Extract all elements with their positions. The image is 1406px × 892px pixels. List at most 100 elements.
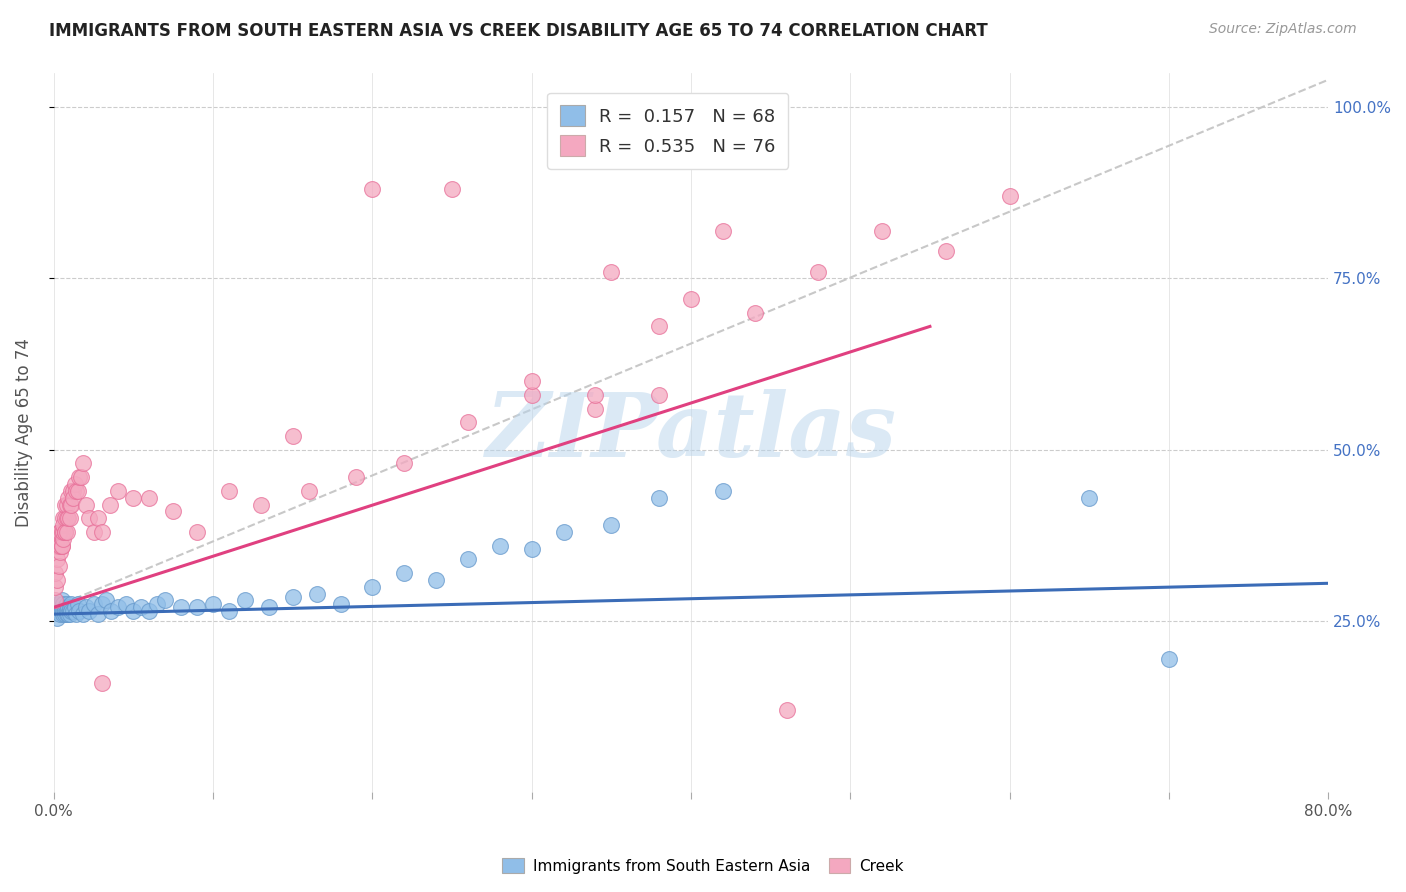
Point	[51, 604, 73, 618]
Point	[394, 566, 416, 580]
Point	[48, 600, 70, 615]
Point	[49, 545, 72, 559]
Point	[281, 429, 304, 443]
Point	[59, 600, 82, 615]
Point	[583, 401, 606, 416]
Point	[202, 597, 225, 611]
Point	[100, 604, 122, 618]
Point	[807, 265, 830, 279]
Point	[441, 182, 464, 196]
Point	[233, 593, 256, 607]
Point	[520, 542, 543, 557]
Point	[51, 539, 73, 553]
Point	[329, 597, 352, 611]
Point	[62, 491, 84, 505]
Point	[98, 498, 121, 512]
Point	[96, 593, 118, 607]
Point	[60, 483, 83, 498]
Point	[46, 597, 69, 611]
Point	[59, 604, 82, 618]
Point	[51, 593, 73, 607]
Point	[600, 265, 623, 279]
Point	[52, 597, 75, 611]
Point	[305, 586, 328, 600]
Point	[70, 470, 93, 484]
Point	[59, 498, 82, 512]
Y-axis label: Disability Age 65 to 74: Disability Age 65 to 74	[15, 338, 32, 527]
Point	[44, 593, 66, 607]
Point	[257, 600, 280, 615]
Point	[59, 607, 82, 621]
Point	[53, 600, 76, 615]
Point	[75, 498, 97, 512]
Point	[520, 374, 543, 388]
Point	[250, 498, 273, 512]
Point	[72, 457, 94, 471]
Point	[90, 524, 112, 539]
Point	[87, 607, 110, 621]
Point	[489, 539, 512, 553]
Point	[87, 511, 110, 525]
Point	[52, 511, 75, 525]
Point	[53, 498, 76, 512]
Text: ZIPatlas: ZIPatlas	[485, 389, 897, 475]
Point	[138, 491, 160, 505]
Point	[49, 524, 72, 539]
Point	[711, 483, 734, 498]
Point	[48, 559, 70, 574]
Point	[679, 292, 702, 306]
Point	[107, 483, 129, 498]
Point	[52, 532, 75, 546]
Point	[51, 600, 73, 615]
Point	[114, 597, 136, 611]
Point	[53, 511, 76, 525]
Point	[60, 498, 83, 512]
Point	[870, 223, 893, 237]
Point	[67, 604, 90, 618]
Point	[394, 457, 416, 471]
Point	[51, 539, 73, 553]
Point	[65, 483, 87, 498]
Text: Source: ZipAtlas.com: Source: ZipAtlas.com	[1209, 22, 1357, 37]
Point	[48, 604, 70, 618]
Point	[44, 580, 66, 594]
Point	[711, 223, 734, 237]
Point	[146, 597, 169, 611]
Point	[66, 597, 89, 611]
Point	[935, 244, 957, 258]
Point	[361, 182, 384, 196]
Point	[648, 491, 671, 505]
Point	[55, 604, 77, 618]
Point	[138, 604, 160, 618]
Point	[170, 600, 193, 615]
Point	[55, 597, 77, 611]
Point	[55, 524, 77, 539]
Point	[56, 491, 79, 505]
Point	[122, 491, 145, 505]
Point	[90, 597, 112, 611]
Point	[186, 524, 208, 539]
Point	[1078, 491, 1101, 505]
Point	[72, 607, 94, 621]
Point	[648, 319, 671, 334]
Point	[90, 675, 112, 690]
Point	[49, 539, 72, 553]
Point	[63, 600, 86, 615]
Point	[44, 604, 66, 618]
Point	[65, 607, 87, 621]
Point	[77, 604, 100, 618]
Point	[77, 511, 100, 525]
Point	[281, 590, 304, 604]
Point	[600, 518, 623, 533]
Point	[49, 607, 72, 621]
Point	[55, 607, 77, 621]
Point	[1157, 651, 1180, 665]
Point	[744, 306, 766, 320]
Point	[425, 573, 447, 587]
Point	[998, 189, 1021, 203]
Point	[83, 524, 105, 539]
Point	[218, 483, 240, 498]
Point	[553, 524, 575, 539]
Point	[83, 597, 105, 611]
Point	[56, 607, 79, 621]
